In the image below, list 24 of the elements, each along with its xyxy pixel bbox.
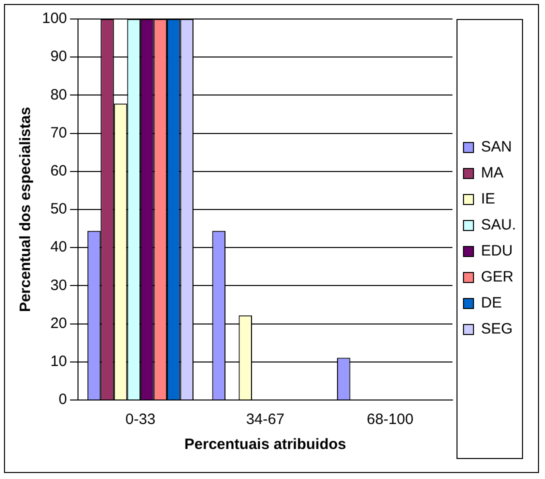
legend-label: DE xyxy=(480,294,502,312)
y-tick-label: 60 xyxy=(50,162,68,180)
legend-label: SEG xyxy=(480,320,513,338)
y-axis-title: Percentual dos especialistas xyxy=(17,106,34,312)
y-tick-label: 10 xyxy=(50,353,68,370)
y-tick-label: 70 xyxy=(50,124,68,142)
x-tick-label: 0-33 xyxy=(125,411,156,428)
y-tick-label: 40 xyxy=(50,238,68,256)
y-tick-label: 100 xyxy=(42,10,68,28)
x-tick-label: 68-100 xyxy=(366,411,414,428)
x-tick-label: 34-67 xyxy=(246,411,284,428)
legend-label: SAU. xyxy=(480,216,516,234)
legend-label: IE xyxy=(480,190,496,208)
y-tick-label: 30 xyxy=(50,276,68,294)
legend-label: MA xyxy=(480,164,504,182)
x-axis-title: Percentuais atribuidos xyxy=(184,436,346,454)
y-tick-label: 80 xyxy=(50,86,68,104)
y-tick-label: 20 xyxy=(50,314,68,332)
legend-label: EDU xyxy=(480,242,513,260)
y-tick-label: 50 xyxy=(50,200,68,218)
y-tick-label: 90 xyxy=(50,48,68,66)
y-tick-label: 0 xyxy=(58,391,68,408)
legend-label: SAN xyxy=(480,138,512,156)
legend-label: GER xyxy=(480,268,514,286)
